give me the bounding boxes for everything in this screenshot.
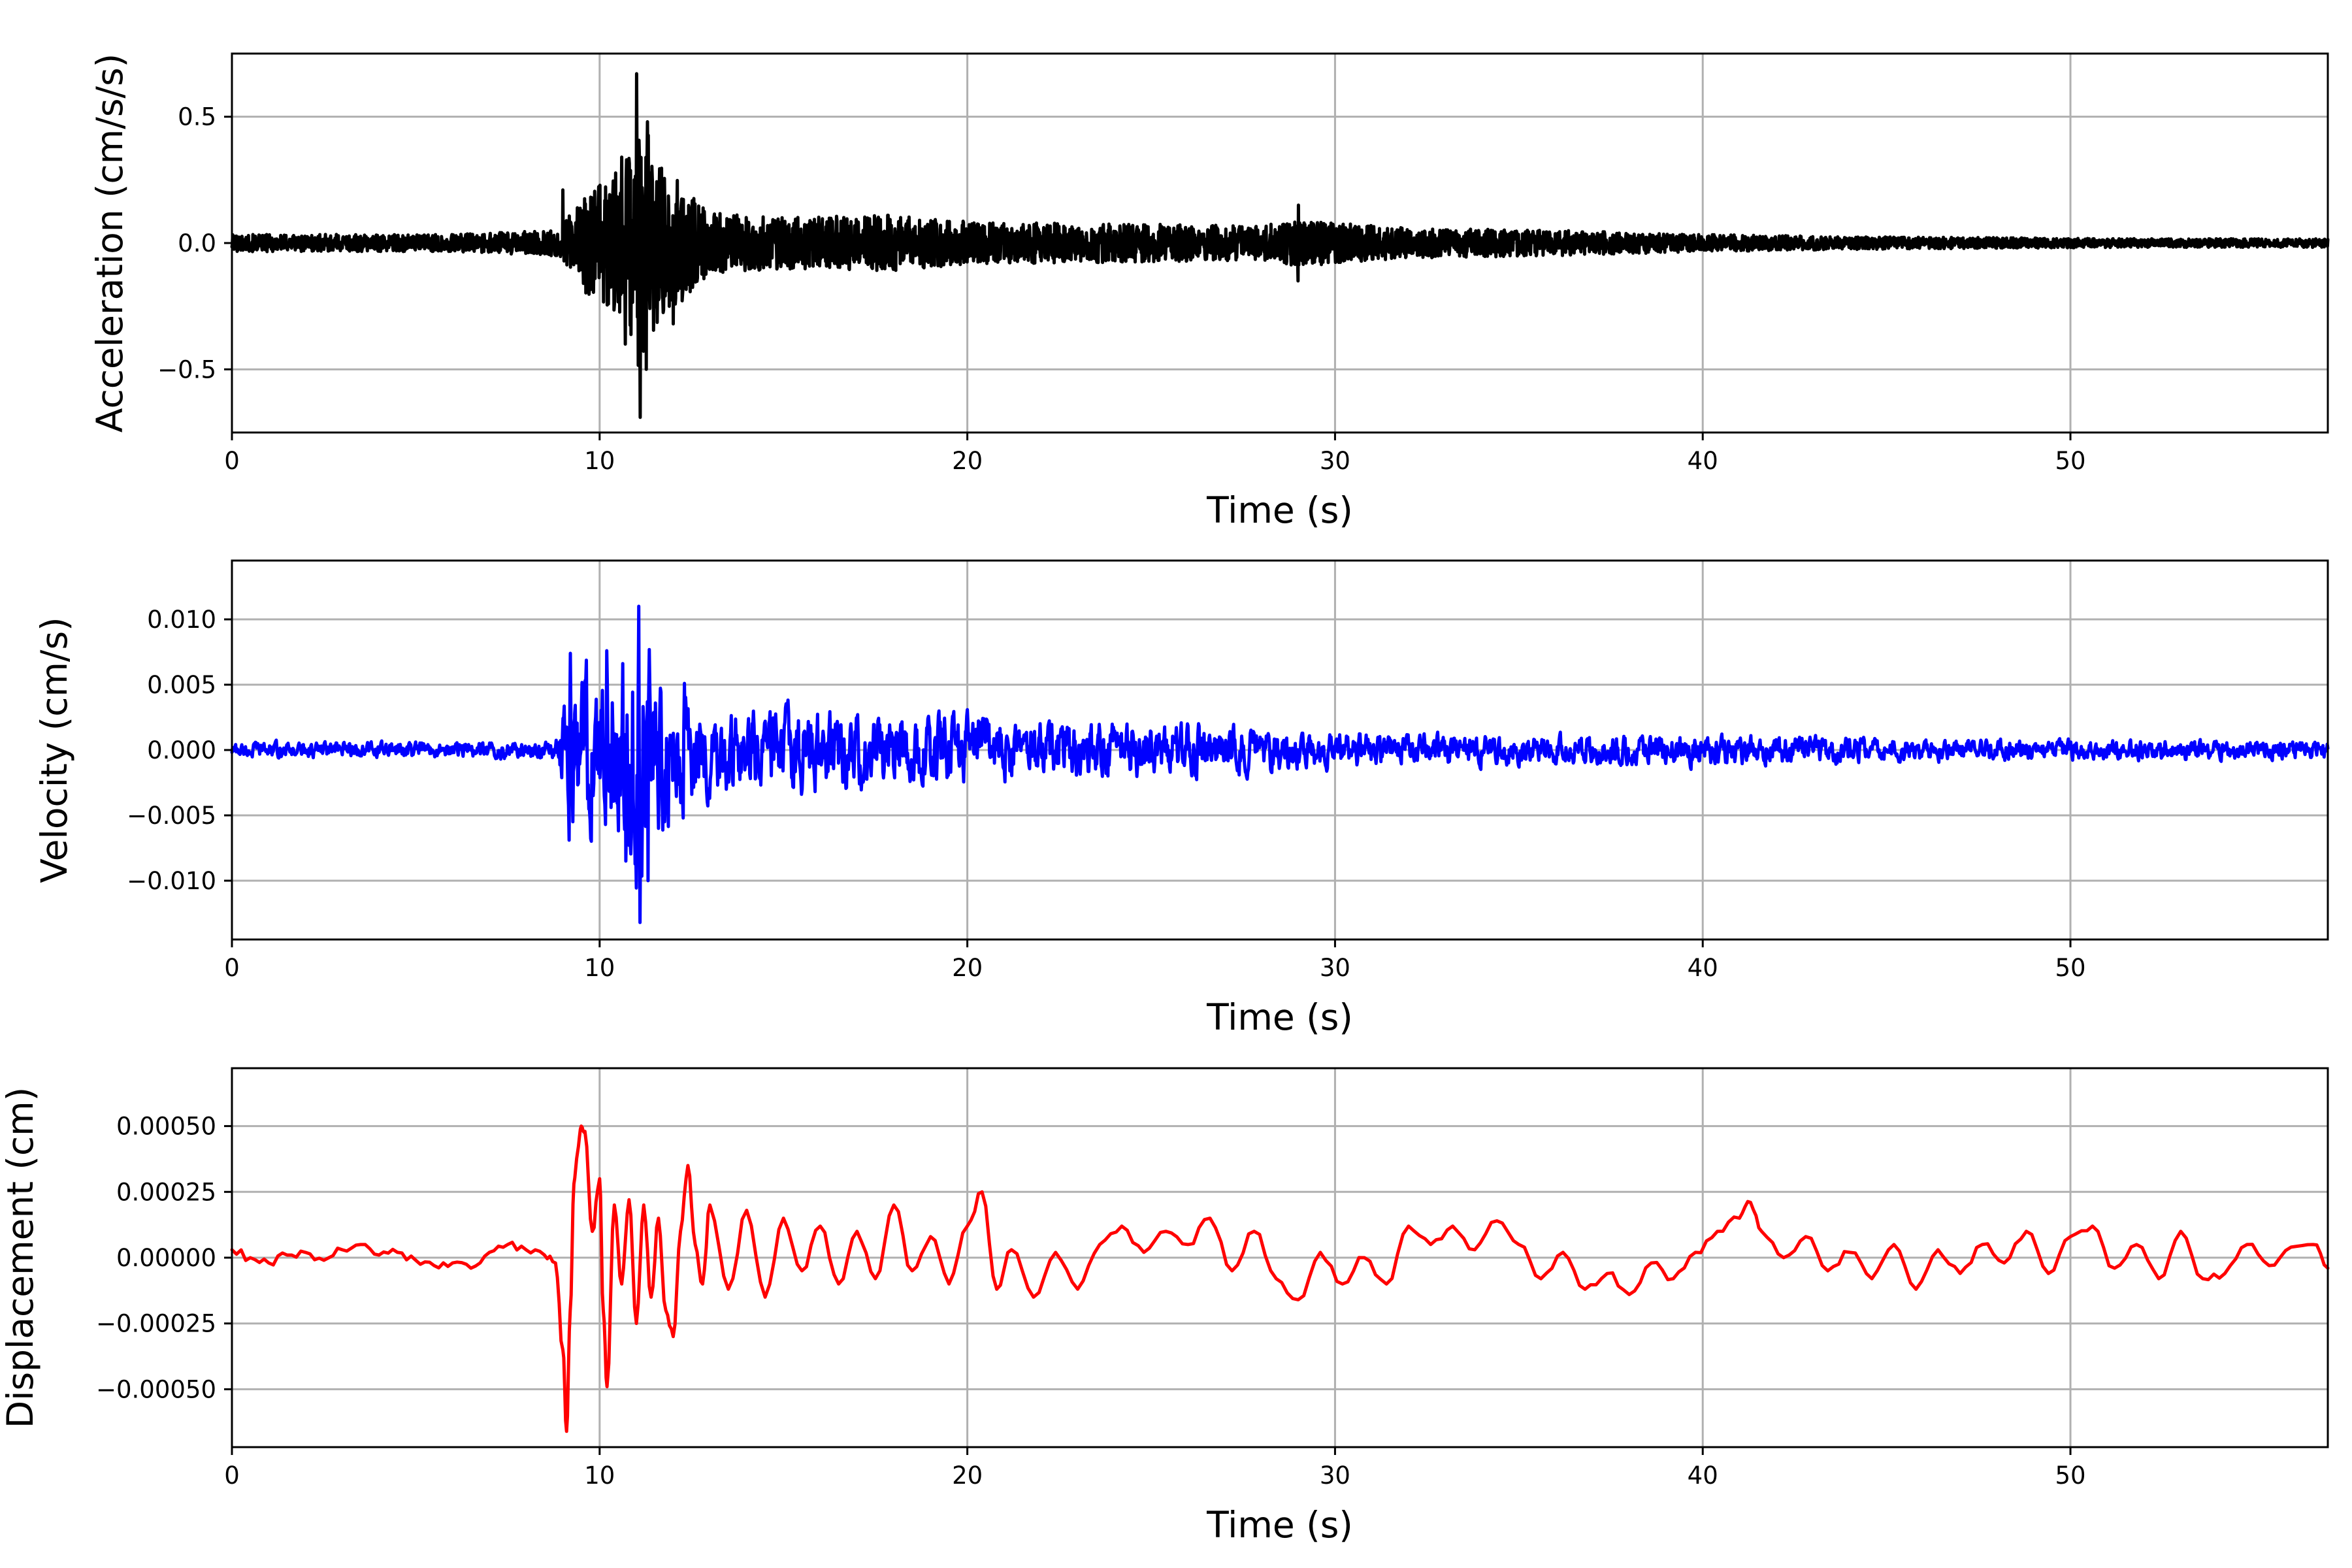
velocity-x-tick-label-3: 30: [1320, 954, 1350, 982]
displacement-y-tick-label-3: 0.00025: [116, 1178, 216, 1206]
displacement-y-ticks: −0.00050 −0.00025 0.00000 0.00025 0.00050: [96, 1113, 232, 1403]
displacement-x-tick-label-0: 0: [224, 1462, 240, 1490]
displacement-x-tick-label-2: 20: [952, 1462, 983, 1490]
displacement-x-tick-label-4: 40: [1688, 1462, 1718, 1490]
acceleration-panel: 0 10 20 30 40 50 −0.5 0.0 0.5 Time (s) Accelera…: [89, 52, 2330, 531]
velocity-y-tick-label-1: −0.005: [127, 802, 216, 830]
acceleration-trace: [230, 72, 2330, 419]
velocity-x-tick-label-5: 50: [2055, 954, 2085, 982]
displacement-panel: 0 10 20 30 40 50 −0.00050 −0.00025 0.00000 0.000…: [0, 1067, 2330, 1546]
velocity-x-tick-label-0: 0: [224, 954, 240, 982]
acceleration-x-tick-label-3: 30: [1320, 447, 1350, 475]
velocity-y-axis-label: Velocity (cm/s): [33, 617, 75, 883]
acceleration-y-axis-label: Acceleration (cm/s/s): [89, 54, 131, 433]
displacement-y-tick-label-1: −0.00025: [96, 1310, 216, 1338]
velocity-x-tick-label-1: 10: [584, 954, 615, 982]
acceleration-x-axis-label: Time (s): [1206, 489, 1353, 531]
acceleration-y-tick-label-0: −0.5: [157, 355, 216, 384]
displacement-x-tick-label-5: 50: [2055, 1462, 2085, 1490]
displacement-grid: [232, 1068, 2328, 1447]
acceleration-y-ticks: −0.5 0.0 0.5: [157, 103, 232, 384]
displacement-trace: [230, 1124, 2330, 1433]
displacement-y-tick-label-0: −0.00050: [96, 1375, 216, 1403]
acceleration-x-ticks: 0 10 20 30 40 50: [224, 433, 2086, 475]
acceleration-x-tick-label-1: 10: [584, 447, 615, 475]
acceleration-x-tick-label-4: 40: [1688, 447, 1718, 475]
displacement-y-tick-label-2: 0.00000: [116, 1244, 216, 1272]
displacement-y-axis-label: Displacement (cm): [0, 1087, 41, 1428]
acceleration-x-tick-label-2: 20: [952, 447, 983, 475]
velocity-y-ticks: −0.010 −0.005 0.000 0.005 0.010: [127, 606, 232, 895]
velocity-y-tick-label-3: 0.005: [147, 671, 216, 699]
acceleration-x-tick-label-0: 0: [224, 447, 240, 475]
displacement-x-ticks: 0 10 20 30 40 50: [224, 1447, 2086, 1490]
velocity-y-tick-label-0: −0.010: [127, 867, 216, 895]
velocity-y-tick-label-2: 0.000: [147, 736, 216, 764]
velocity-x-ticks: 0 10 20 30 40 50: [224, 939, 2086, 982]
displacement-x-tick-label-3: 30: [1320, 1462, 1350, 1490]
displacement-y-tick-label-4: 0.00050: [116, 1113, 216, 1141]
velocity-x-tick-label-2: 20: [952, 954, 983, 982]
acceleration-x-tick-label-5: 50: [2055, 447, 2085, 475]
velocity-panel: 0 10 20 30 40 50 −0.010−0.0050.0000.0050.010 …: [33, 559, 2330, 1038]
displacement-x-tick-label-1: 10: [584, 1462, 615, 1490]
acceleration-y-tick-label-2: 0.5: [178, 103, 216, 131]
velocity-x-tick-label-4: 40: [1688, 954, 1718, 982]
acceleration-y-tick-label-1: 0.0: [178, 229, 216, 257]
velocity-y-tick-label-4: 0.010: [147, 606, 216, 634]
velocity-x-axis-label: Time (s): [1206, 996, 1353, 1038]
displacement-x-axis-label: Time (s): [1206, 1504, 1353, 1546]
velocity-trace: [230, 604, 2330, 924]
